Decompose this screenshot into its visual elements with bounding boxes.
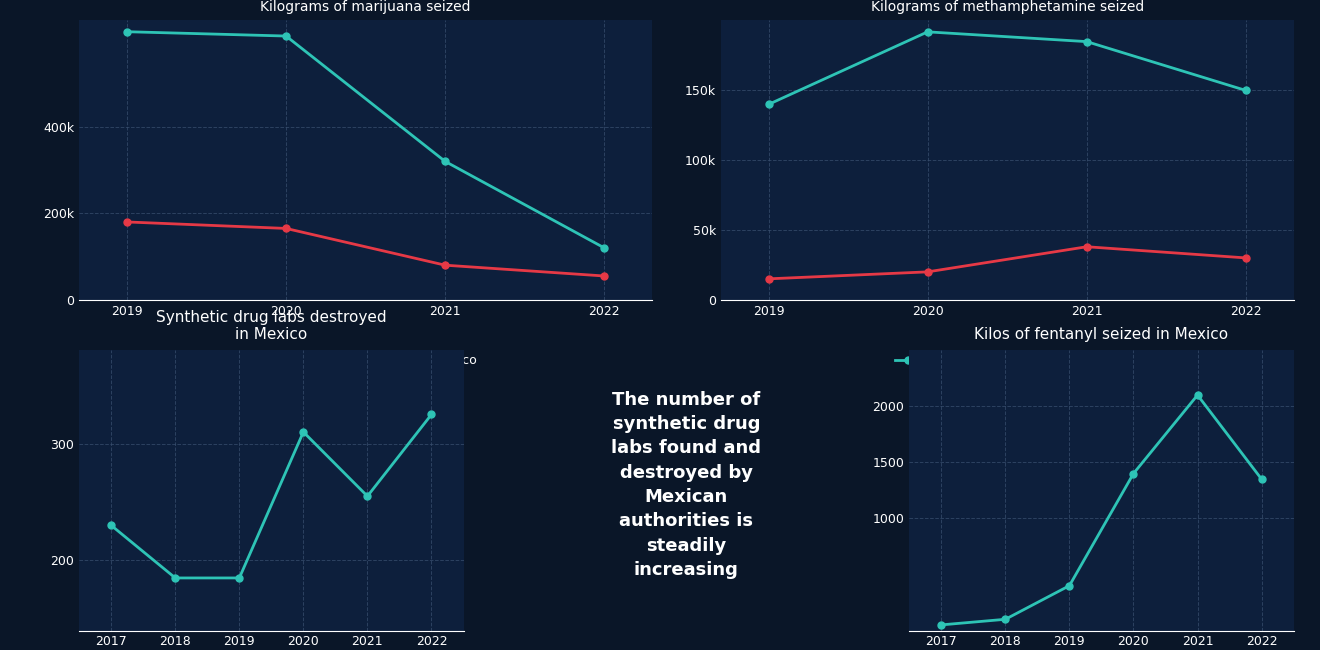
Title: Kilos of fentanyl seized in Mexico: Kilos of fentanyl seized in Mexico xyxy=(974,327,1229,342)
Title: Kilograms of methamphetamine seized: Kilograms of methamphetamine seized xyxy=(871,0,1144,14)
Legend: United States, Mexico: United States, Mexico xyxy=(891,349,1125,372)
Text: The number of
synthetic drug
labs found and
destroyed by
Mexican
authorities is
: The number of synthetic drug labs found … xyxy=(611,391,762,578)
Title: Synthetic drug labs destroyed
in Mexico: Synthetic drug labs destroyed in Mexico xyxy=(156,309,387,342)
Legend: United States, Mexico: United States, Mexico xyxy=(248,349,482,372)
Title: Kilograms of marijuana seized: Kilograms of marijuana seized xyxy=(260,0,471,14)
